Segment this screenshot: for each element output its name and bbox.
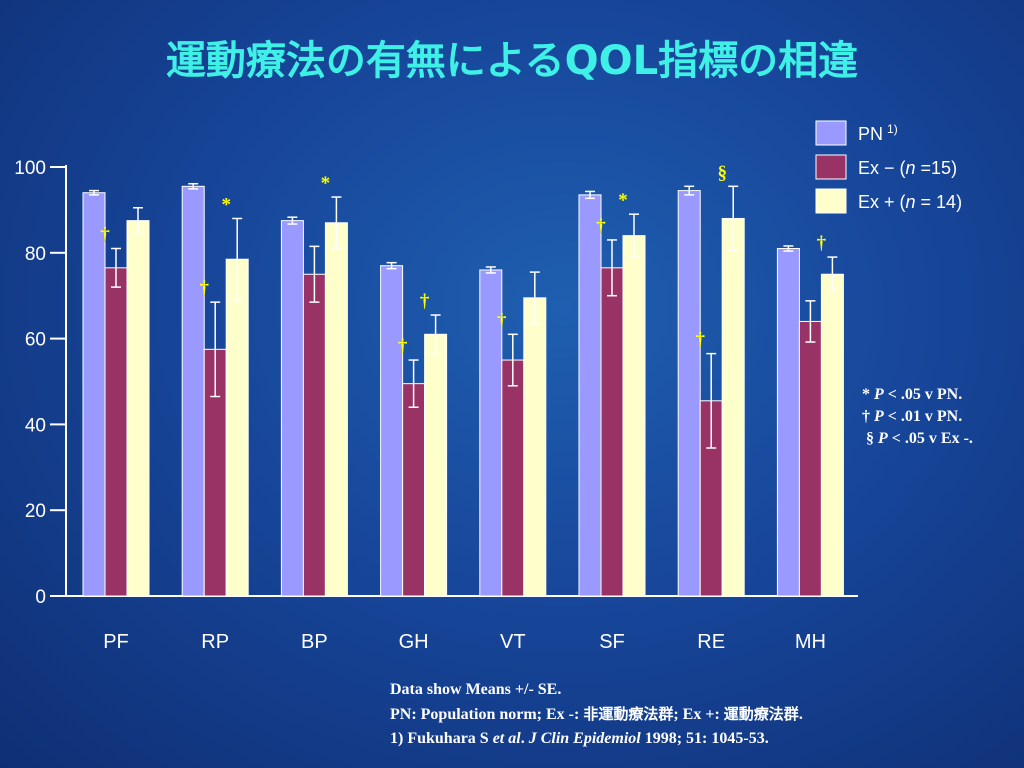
significance-marker: † [199, 278, 209, 299]
significance-marker: † [497, 310, 507, 331]
chart-y-labels: 0 20 40 60 80 100 [14, 158, 46, 608]
bar-pn-rp [181, 185, 205, 597]
y-tick-label: 60 [25, 330, 46, 351]
bar-pn-gh [380, 265, 404, 597]
footer-line-1: Data show Means +/- SE. [390, 681, 562, 698]
bar-pn-sf [578, 194, 602, 597]
bar-exp-mh [820, 273, 844, 597]
bar-exm-pf [104, 267, 128, 597]
significance-marker: † [596, 216, 606, 237]
significance-marker: * [321, 173, 331, 194]
legend-swatch-exp [815, 188, 847, 214]
y-tick-label: 20 [25, 501, 46, 522]
bar-exm-sf [600, 267, 624, 597]
bar-pn-pf [82, 192, 106, 597]
significance-marker: † [398, 336, 408, 357]
bar-exm-gh [402, 383, 426, 597]
x-tick-label-re: RE [697, 631, 725, 653]
x-tick-label-bp: BP [301, 631, 328, 653]
significance-marker: * [221, 194, 231, 215]
footer-line-3: 1) Fukuhara S et al. J Clin Epidemiol 19… [390, 730, 769, 747]
bar-exp-gh [424, 333, 448, 597]
legend-label-exm: Ex − (n =15) [858, 158, 957, 178]
x-tick-label-rp: RP [201, 631, 229, 653]
y-tick-label: 0 [35, 587, 46, 608]
x-tick-label-sf: SF [599, 631, 625, 653]
significance-marker: § [717, 162, 727, 183]
bar-pn-bp [280, 220, 304, 597]
note-line-2: † P < .01 v PN. [862, 408, 963, 425]
bar-pn-mh [776, 248, 800, 597]
bar-exp-rp [225, 258, 249, 597]
significance-marker: † [100, 225, 110, 246]
legend: PN 1) Ex − (n =15) Ex + (n = 14) [815, 120, 962, 214]
bar-exp-re [721, 217, 745, 597]
y-tick-label: 100 [14, 158, 46, 179]
bar-exm-bp [302, 273, 326, 597]
bar-exm-vt [501, 359, 525, 597]
x-tick-label-gh: GH [399, 631, 429, 653]
significance-marker: † [695, 330, 705, 351]
footer-notes: Data show Means +/- SE. PN: Population n… [390, 678, 803, 751]
legend-swatch-exm [815, 154, 847, 180]
note-line-3: § P < .05 v Ex -. [866, 430, 973, 447]
x-tick-label-pf: PF [103, 631, 129, 653]
x-tick-label-mh: MH [795, 631, 826, 653]
chart-significance-markers: † † * * † † † † * † § † [100, 162, 826, 357]
y-tick-label: 80 [25, 244, 46, 265]
significance-marker: † [817, 233, 827, 254]
significance-notes: * P < .05 v PN. † P < .01 v PN. § P < .0… [862, 384, 973, 450]
chart-x-labels: PF RP BP GH VT SF RE MH [103, 631, 826, 653]
y-tick-label: 40 [25, 415, 46, 436]
bar-exm-mh [798, 320, 822, 597]
bar-exp-bp [324, 222, 348, 597]
bar-exp-vt [523, 297, 547, 597]
bar-pn-re [677, 190, 701, 597]
bar-exp-sf [622, 235, 646, 597]
x-tick-label-vt: VT [500, 631, 526, 653]
legend-swatch-pn [815, 120, 847, 146]
significance-marker: * [618, 190, 628, 211]
footer-line-2: PN: Population norm; Ex -: 非運動療法群; Ex +:… [390, 705, 803, 723]
note-line-1: * P < .05 v PN. [862, 386, 963, 403]
legend-label-pn: PN 1) [858, 122, 898, 144]
page-title: 運動療法の有無によるQOL指標の相違 [165, 38, 859, 84]
chart-bars [82, 185, 844, 597]
legend-label-exp: Ex + (n = 14) [858, 192, 962, 212]
significance-marker: † [420, 291, 430, 312]
bar-exp-pf [126, 220, 150, 597]
chart-error-bars [89, 182, 838, 449]
